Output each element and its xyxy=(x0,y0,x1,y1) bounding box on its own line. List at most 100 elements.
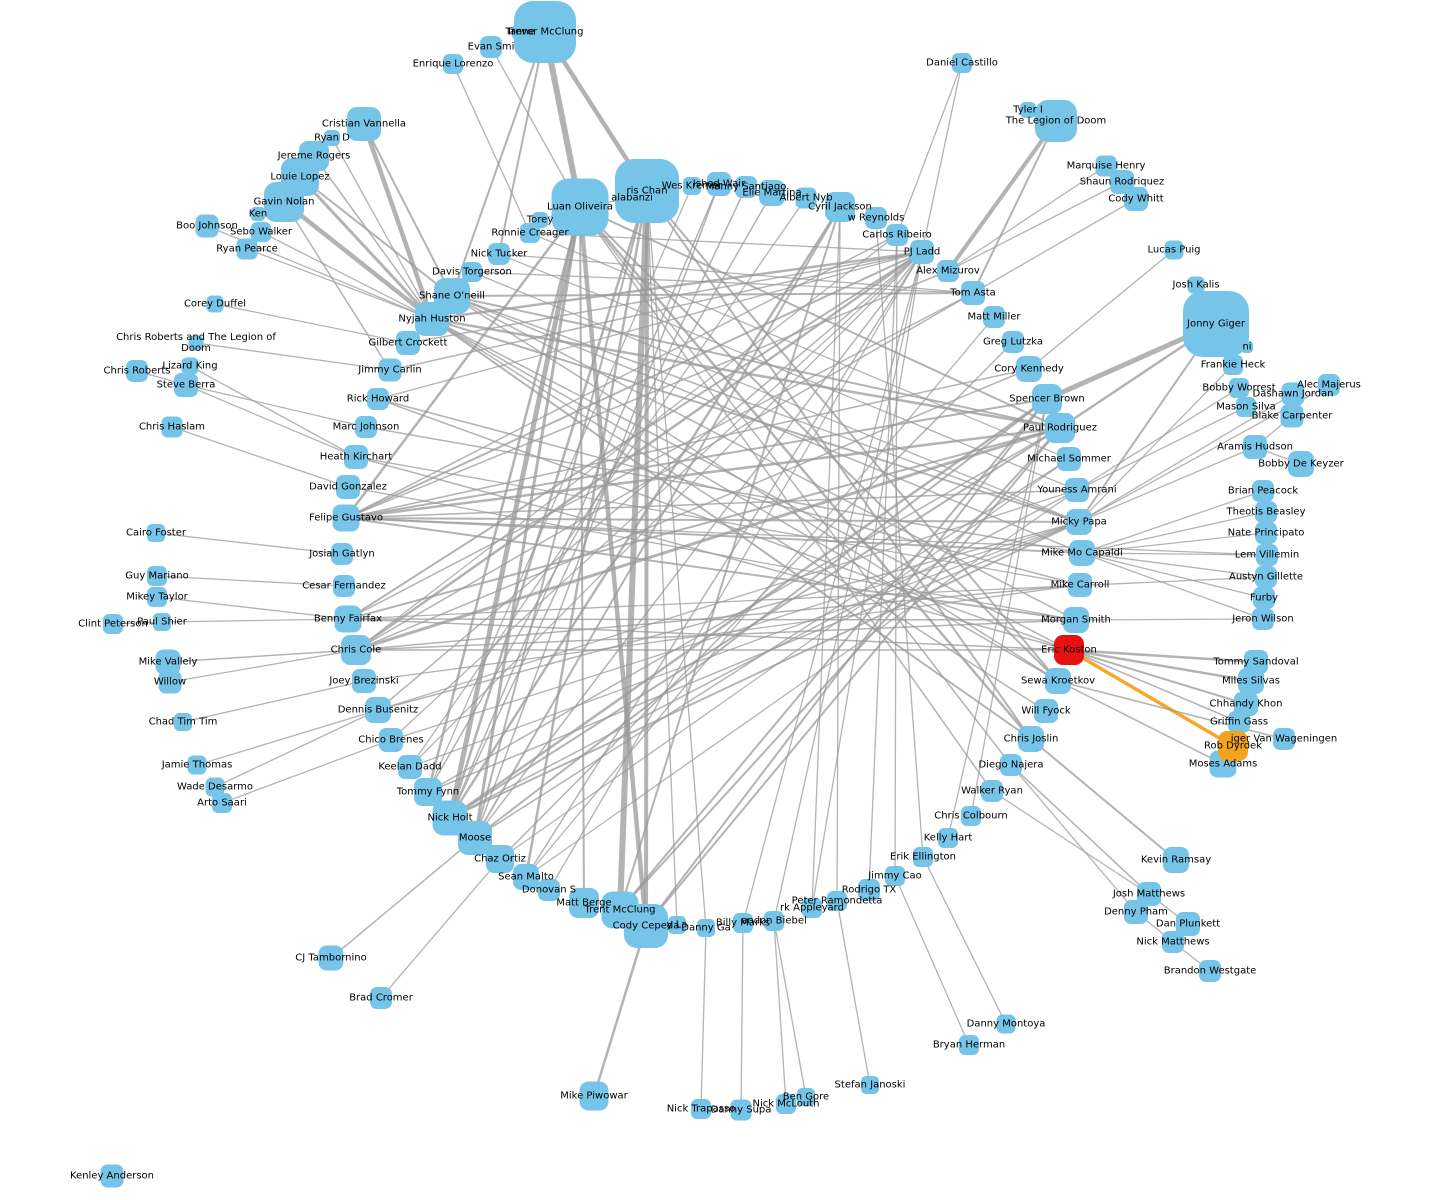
node-david-gonzalez[interactable] xyxy=(336,475,360,499)
node-davis-torgerson[interactable] xyxy=(462,262,482,282)
node-denny-pham[interactable] xyxy=(1124,900,1148,924)
node-jonny-giger[interactable] xyxy=(1183,291,1249,357)
node-luan-oliveira[interactable] xyxy=(551,178,609,236)
node-eric-koston[interactable] xyxy=(1054,635,1084,665)
node-cristian-vannella[interactable] xyxy=(347,107,381,141)
node-lucas-puig[interactable] xyxy=(1164,240,1184,260)
node-paul-shier[interactable] xyxy=(153,613,171,631)
node-benny-fairfax[interactable] xyxy=(334,605,362,633)
node-spencer-brown[interactable] xyxy=(1032,384,1062,414)
node-michael-sommer[interactable] xyxy=(1057,447,1081,471)
node-ryan-lay[interactable] xyxy=(668,916,686,934)
node-ryan-d[interactable] xyxy=(324,130,340,146)
node-nick-tucker[interactable] xyxy=(488,243,510,265)
node-bobby-worrest[interactable] xyxy=(1229,378,1249,398)
node-cody-whitt[interactable] xyxy=(1124,187,1148,211)
node-morgan-smith[interactable] xyxy=(1063,607,1089,633)
node-legion-of-doom[interactable] xyxy=(1035,100,1077,142)
node-josiah-gatlyn[interactable] xyxy=(331,543,353,565)
node-nate-principato[interactable] xyxy=(1255,522,1277,544)
node-gavin-nolan[interactable] xyxy=(264,182,304,222)
node-joey-brezinski[interactable] xyxy=(352,669,376,693)
node-gilbert-crockett[interactable] xyxy=(396,331,420,355)
node-chris-cole[interactable] xyxy=(341,635,371,665)
node-arto-saari[interactable] xyxy=(212,793,232,813)
node-jamie-thomas[interactable] xyxy=(187,755,207,775)
node-walker-ryan[interactable] xyxy=(981,780,1003,802)
node-billy-marks[interactable] xyxy=(733,913,753,933)
node-erik-ellington[interactable] xyxy=(913,847,933,867)
node-rick-howard[interactable] xyxy=(367,388,389,410)
node-peter-ramondetta[interactable] xyxy=(827,891,847,911)
node-diego-najera[interactable] xyxy=(1000,754,1022,776)
node-chad-tim-tim[interactable] xyxy=(174,713,192,731)
node-shane-oneill[interactable] xyxy=(434,278,470,314)
node-micky-papa[interactable] xyxy=(1066,509,1092,535)
node-cesar-fernandez[interactable] xyxy=(333,575,355,597)
node-marc-johnson[interactable] xyxy=(355,416,377,438)
node-jimmy-carlin[interactable] xyxy=(378,358,402,382)
node-chico-brenes[interactable] xyxy=(379,728,403,752)
node-chris-joslin[interactable] xyxy=(1018,726,1044,752)
node-mark-appleyard[interactable] xyxy=(802,898,822,918)
node-wade-desarmo[interactable] xyxy=(205,777,225,797)
node-brandon-westgate[interactable] xyxy=(1199,960,1221,982)
node-donovan[interactable] xyxy=(538,879,560,901)
node-kelly-hart[interactable] xyxy=(938,828,958,848)
node-chris-haslam[interactable] xyxy=(161,416,183,438)
node-rodrigo-tx[interactable] xyxy=(858,879,880,901)
node-corey-duffel[interactable] xyxy=(206,295,224,313)
node-mike-carroll[interactable] xyxy=(1068,573,1092,597)
node-guy-mariano[interactable] xyxy=(147,566,167,586)
node-enrique-lorenzo[interactable] xyxy=(443,54,463,74)
node-sewa-kroetkov[interactable] xyxy=(1045,668,1071,694)
node-ryan-pearce[interactable] xyxy=(236,238,258,260)
node-danny-garcia[interactable] xyxy=(697,919,715,937)
node-austyn-gillette[interactable] xyxy=(1255,566,1277,588)
node-theotis-beasley[interactable] xyxy=(1255,501,1277,523)
node-willow[interactable] xyxy=(158,670,182,694)
node-crleg-doom[interactable] xyxy=(188,335,204,351)
node-brad-cromer[interactable] xyxy=(370,987,392,1009)
node-tom-asta[interactable] xyxy=(961,281,985,305)
node-brandon-biebel[interactable] xyxy=(764,911,784,931)
node-daniel-castillo[interactable] xyxy=(952,53,972,73)
node-mike-piwowar[interactable] xyxy=(579,1081,609,1111)
node-ishod-wair[interactable] xyxy=(707,172,731,196)
node-will-fyock[interactable] xyxy=(1034,699,1058,723)
node-bobby-de-keyzer[interactable] xyxy=(1288,451,1314,477)
node-lizard-king[interactable] xyxy=(181,357,199,375)
node-matt-berger[interactable] xyxy=(569,888,599,918)
node-cairo-foster[interactable] xyxy=(147,524,165,542)
node-jeron-wilson[interactable] xyxy=(1252,608,1274,630)
node-josh-kalis[interactable] xyxy=(1187,276,1205,294)
node-albert-nyberg[interactable] xyxy=(795,187,817,209)
node-aramis-hudson[interactable] xyxy=(1243,435,1267,459)
node-lem-villemin[interactable] xyxy=(1256,544,1278,566)
node-chris-roberts[interactable] xyxy=(126,360,148,382)
node-stefan-janoski[interactable] xyxy=(861,1076,879,1094)
node-cory-kennedy[interactable] xyxy=(1016,356,1042,382)
node-kenley-anderson[interactable] xyxy=(100,1164,124,1188)
node-nick-holt[interactable] xyxy=(432,800,468,836)
node-brian-peacock[interactable] xyxy=(1252,480,1274,502)
node-wes-kremer[interactable] xyxy=(683,177,701,195)
node-frankie-heck[interactable] xyxy=(1223,355,1243,375)
node-felipe-gustavo[interactable] xyxy=(332,504,360,532)
node-greg-lutzka[interactable] xyxy=(1002,331,1024,353)
node-nick-trapasso[interactable] xyxy=(691,1099,711,1119)
node-ronnie-creager[interactable] xyxy=(520,223,540,243)
node-furby[interactable] xyxy=(1253,587,1275,609)
node-ken[interactable] xyxy=(251,207,265,221)
node-sean-malto[interactable] xyxy=(513,864,539,890)
node-cyril-jackson[interactable] xyxy=(825,192,855,222)
node-rob-dyrdek[interactable] xyxy=(1218,731,1248,761)
node-heath-kirchart[interactable] xyxy=(344,445,368,469)
node-mike-vallely[interactable] xyxy=(155,649,181,675)
node-boo-johnson[interactable] xyxy=(195,214,219,238)
node-alex-mizurov[interactable] xyxy=(937,260,959,282)
node-nick-mclouth[interactable] xyxy=(776,1094,796,1114)
node-manny-santiago[interactable] xyxy=(735,176,757,198)
node-carlos-ribeiro[interactable] xyxy=(886,224,908,246)
node-keelan-dadd[interactable] xyxy=(398,755,422,779)
